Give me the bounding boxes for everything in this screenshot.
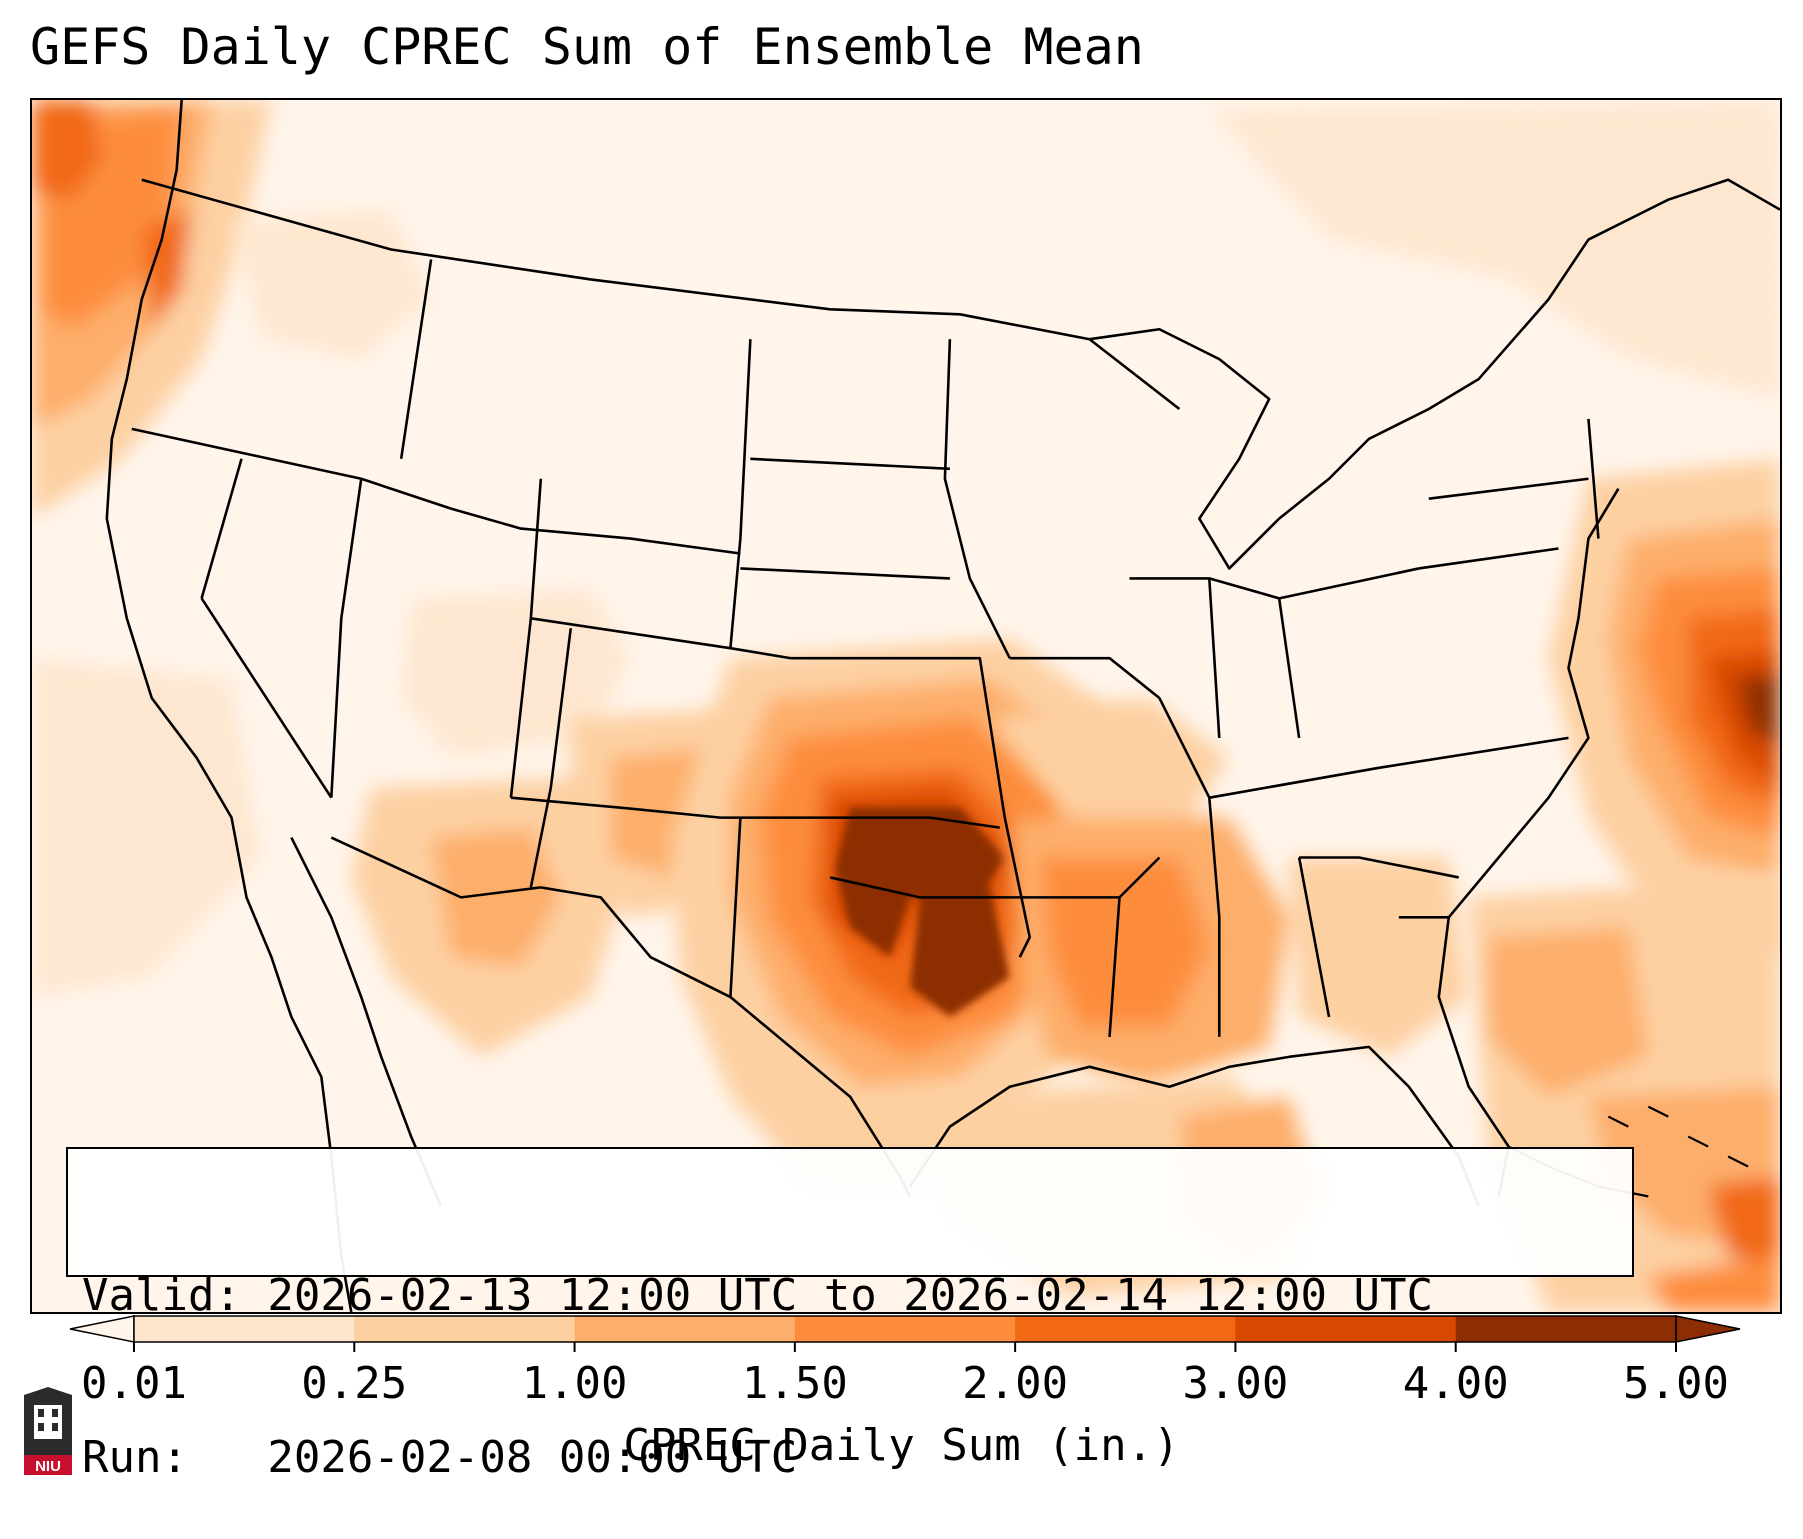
- valid-time-text: Valid: 2026-02-13 12:00 UTC to 2026-02-1…: [82, 1270, 1434, 1321]
- colorbar: [69, 1315, 1741, 1352]
- niu-logo: NIU: [20, 1385, 76, 1477]
- valid-run-info-box: Valid: 2026-02-13 12:00 UTC to 2026-02-1…: [66, 1147, 1634, 1483]
- colorbar-tick-label: 4.00: [1402, 1358, 1509, 1409]
- colorbar-segment: [1235, 1316, 1457, 1342]
- precip-map: [30, 98, 1782, 1314]
- colorbar-svg: [69, 1315, 1741, 1352]
- colorbar-tick-label: 3.00: [1182, 1358, 1289, 1409]
- colorbar-tick-label: 2.00: [962, 1358, 1069, 1409]
- colorbar-border: [133, 1315, 1677, 1343]
- colorbar-segment: [134, 1316, 355, 1342]
- colorbar-tick-label: 1.00: [521, 1358, 628, 1409]
- colorbar-label: CPREC Daily Sum (in.): [623, 1420, 1180, 1471]
- colorbar-tick-label: 0.25: [301, 1358, 408, 1409]
- colorbar-tick-label: 0.01: [81, 1358, 187, 1409]
- colorbar-tick-label: 5.00: [1623, 1358, 1729, 1409]
- colorbar-segment: [1455, 1316, 1677, 1342]
- logo-text: NIU: [35, 1458, 61, 1475]
- colorbar-segment: [794, 1316, 1016, 1342]
- colorbar-extend-high: [1675, 1315, 1741, 1343]
- niu-logo-icon: NIU: [24, 1387, 72, 1475]
- political-boundaries: [105, 100, 1780, 1312]
- map-title: GEFS Daily CPREC Sum of Ensemble Mean: [30, 18, 1144, 76]
- colorbar-segment: [574, 1316, 796, 1342]
- colorbar-segment: [354, 1316, 576, 1342]
- map-canvas: [32, 100, 1780, 1312]
- colorbar-tick-label: 1.50: [741, 1358, 848, 1409]
- colorbar-segment: [1015, 1316, 1236, 1342]
- colorbar-extend-low: [69, 1315, 135, 1343]
- run-time-text: Run: 2026-02-08 00:00 UTC: [82, 1432, 798, 1483]
